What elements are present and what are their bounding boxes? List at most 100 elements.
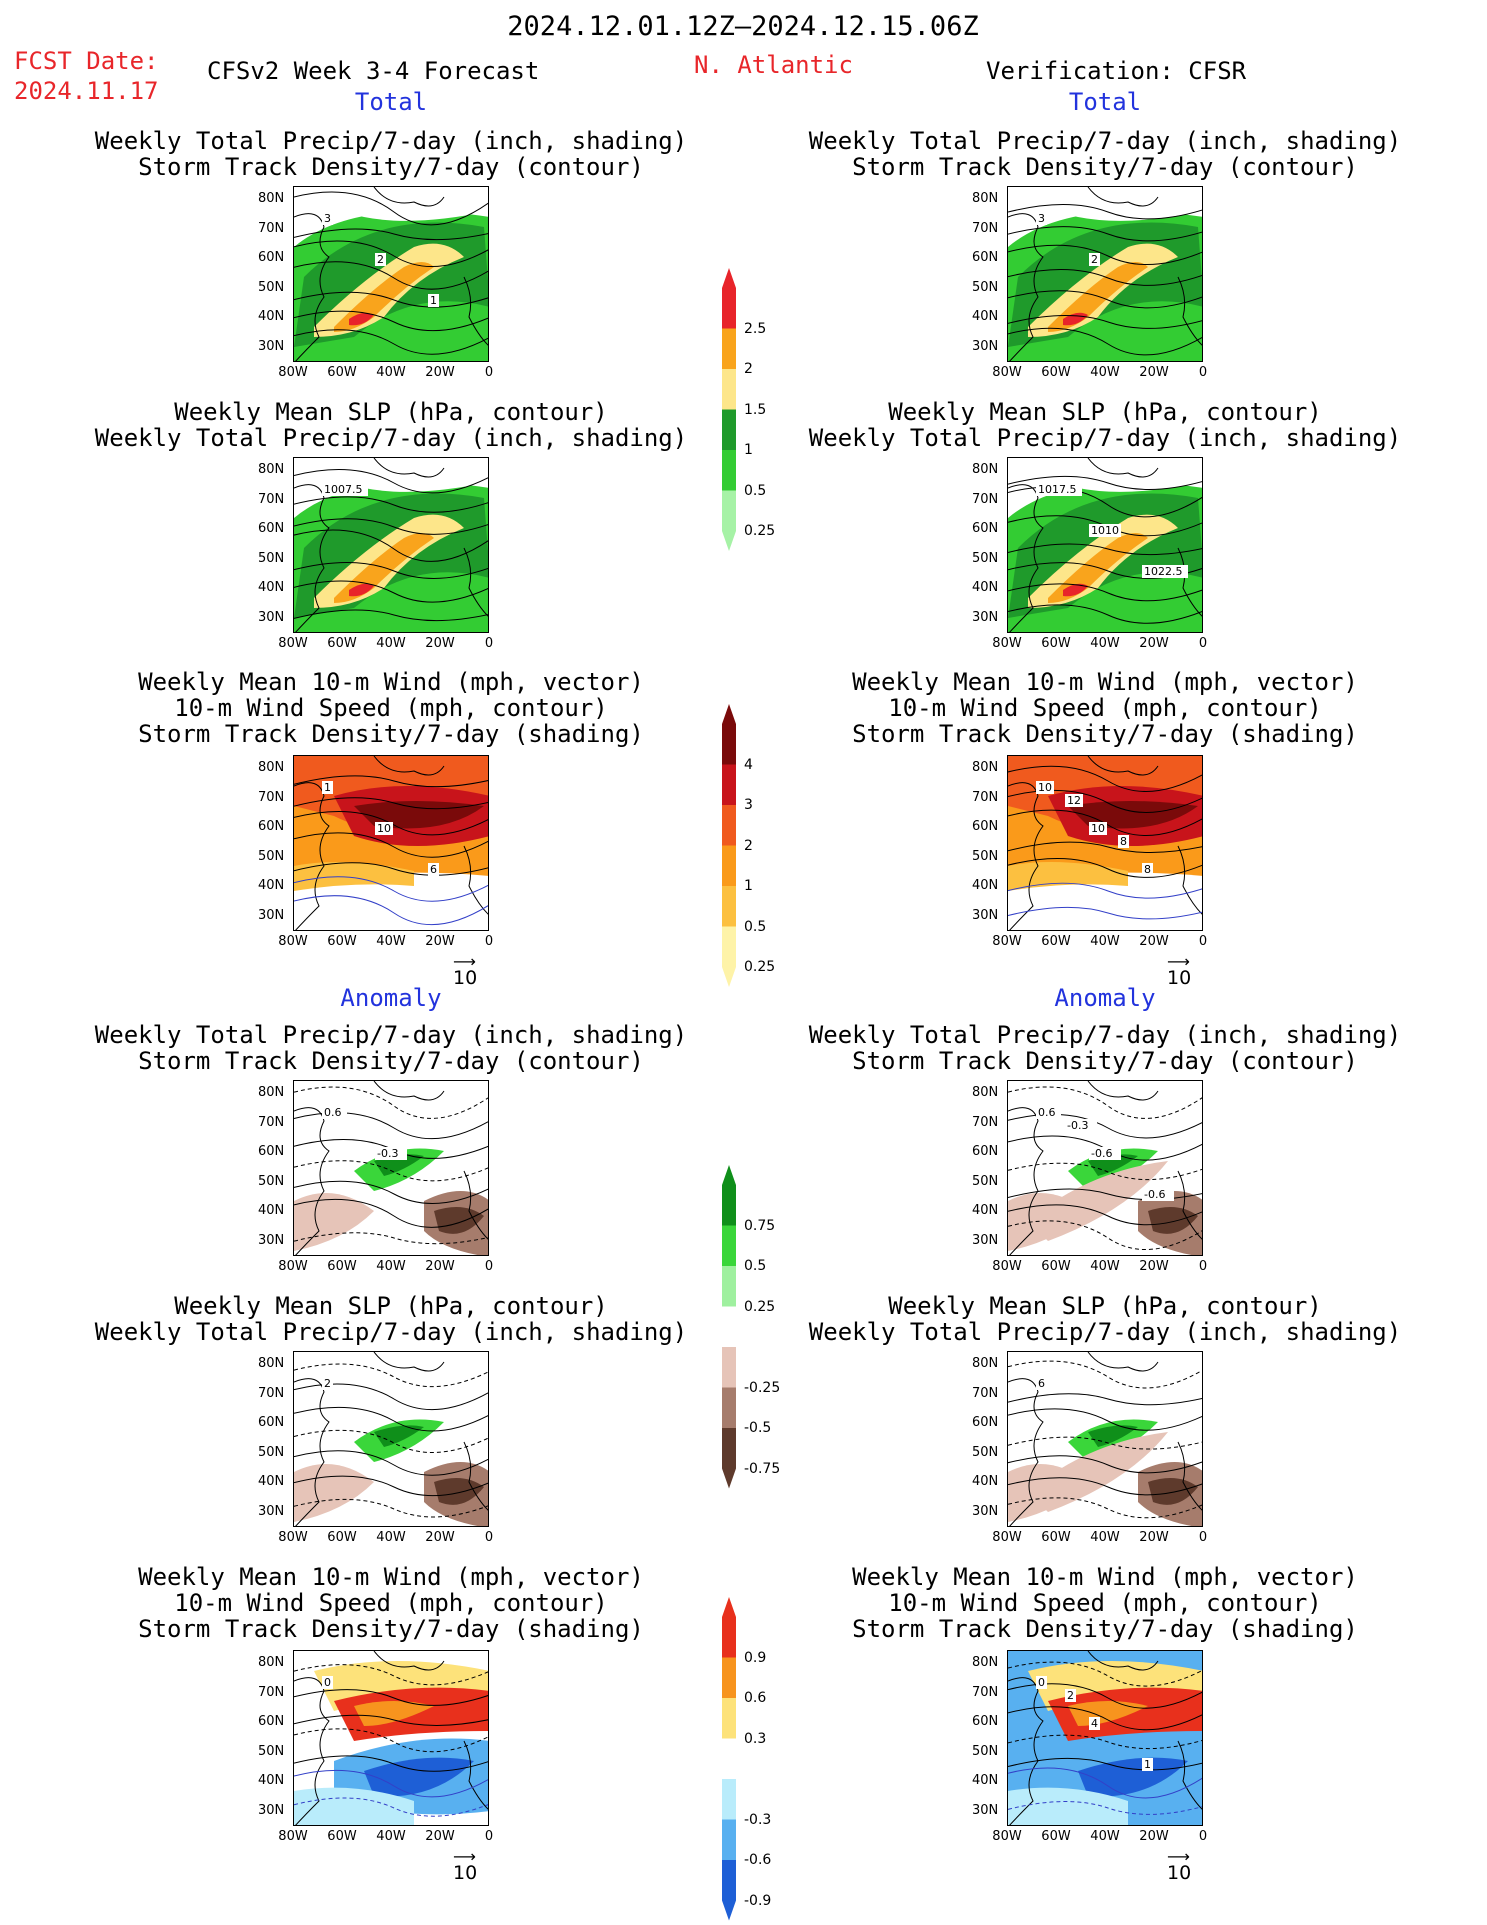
- lon-tick-label: 60W: [327, 1259, 357, 1274]
- lat-tick-label: 80N: [258, 760, 285, 775]
- colorbar-segment: [722, 764, 736, 805]
- contour-label: 2: [1065, 1689, 1076, 1702]
- colorbar-segment: [722, 1266, 736, 1307]
- lon-tick-label: 60W: [327, 636, 357, 651]
- vector-reference: ⟶ 10: [1167, 1847, 1192, 1885]
- svg-text:6: 6: [1038, 1377, 1045, 1390]
- colorbar-precip_total: [722, 268, 736, 551]
- colorbar-segment: [722, 450, 736, 491]
- colorbar-label: 2: [744, 837, 753, 854]
- lon-tick-label: 60W: [1041, 365, 1071, 380]
- lat-tick-label: 40N: [972, 580, 999, 595]
- vector-reference-value: 10: [453, 1862, 478, 1884]
- svg-text:4: 4: [1091, 1717, 1098, 1730]
- panel-title-line: Weekly Total Precip/7-day (inch, shading…: [808, 1318, 1402, 1346]
- svg-text:10: 10: [1038, 781, 1052, 794]
- colorbar-label: -0.5: [744, 1420, 772, 1436]
- contour-label: -0.6: [1089, 1147, 1121, 1160]
- section-anomaly-right: Anomaly: [1054, 984, 1156, 1012]
- lat-tick-label: 50N: [972, 848, 999, 864]
- map-plot: 10 10 8 12 8: [1008, 756, 1202, 930]
- lat-tick-label: 70N: [972, 491, 999, 507]
- lat-tick-label: 60N: [258, 521, 285, 536]
- fcst-date-label: FCST Date:: [14, 47, 159, 75]
- panel-title-line: Weekly Mean 10-m Wind (mph, vector): [852, 668, 1358, 696]
- lat-tick-label: 50N: [258, 550, 285, 566]
- lat-tick-label: 80N: [972, 191, 999, 206]
- lon-tick-label: 60W: [1041, 1530, 1071, 1545]
- contour-label: 2: [322, 1377, 333, 1390]
- colorbar-segment: [722, 1860, 736, 1901]
- lon-tick-label: 20W: [425, 1530, 455, 1545]
- svg-text:0.6: 0.6: [1038, 1106, 1056, 1119]
- panel-title-line: Storm Track Density/7-day (contour): [138, 153, 644, 181]
- map-panel-fc-slp-total: 1007.5: [293, 457, 489, 633]
- colorbar-label: -0.75: [744, 1460, 781, 1477]
- vector-reference-value: 10: [1167, 967, 1192, 989]
- lon-tick-label: 40W: [376, 636, 406, 651]
- panel-title-line: Weekly Mean SLP (hPa, contour): [174, 398, 608, 426]
- lat-tick-label: 30N: [258, 609, 285, 625]
- svg-text:8: 8: [1120, 835, 1127, 848]
- lon-tick-label: 40W: [1090, 365, 1120, 380]
- colorbar-label: -0.25: [744, 1379, 781, 1396]
- lon-tick-label: 60W: [327, 365, 357, 380]
- svg-text:3: 3: [1038, 212, 1045, 225]
- lat-tick-label: 70N: [972, 220, 999, 236]
- lat-tick-label: 60N: [972, 1415, 999, 1430]
- colorbar-label: -0.6: [744, 1852, 772, 1868]
- section-total-right: Total: [1068, 88, 1142, 116]
- svg-text:0: 0: [324, 1676, 331, 1689]
- panel-title-line: Storm Track Density/7-day (shading): [852, 720, 1358, 748]
- panel-title-line: 10-m Wind Speed (mph, contour): [174, 694, 608, 722]
- panel-title-line: Storm Track Density/7-day (shading): [852, 1615, 1358, 1643]
- lon-tick-label: 60W: [1041, 636, 1071, 651]
- svg-text:10: 10: [1091, 822, 1105, 835]
- lat-tick-label: 40N: [972, 309, 999, 324]
- lat-tick-label: 30N: [972, 609, 999, 625]
- svg-text:-0.3: -0.3: [1067, 1119, 1088, 1132]
- lat-tick-label: 40N: [258, 1773, 285, 1788]
- lon-tick-label: 40W: [1090, 934, 1120, 949]
- section-anomaly-left: Anomaly: [340, 984, 442, 1012]
- colorbar-segment: [722, 845, 736, 886]
- svg-text:1010: 1010: [1091, 524, 1119, 537]
- colorbar-label: 1: [744, 442, 753, 458]
- map-panel-vf-wind-anom: 0 4 1 2: [1007, 1650, 1203, 1826]
- colorbar-segment: [722, 1428, 736, 1469]
- lon-tick-label: 80W: [992, 636, 1022, 651]
- colorbar-segment: [722, 1738, 736, 1779]
- colorbar-label: 0.25: [744, 523, 776, 539]
- lat-tick-label: 50N: [972, 1173, 999, 1189]
- lon-tick-label: 80W: [992, 365, 1022, 380]
- lat-tick-label: 30N: [258, 1503, 285, 1519]
- contour-label: 1010: [1089, 524, 1121, 537]
- map-panel-fc-wind-anom: 0: [293, 1650, 489, 1826]
- lon-tick-label: 0: [1198, 636, 1208, 651]
- map-plot: 2: [294, 1352, 488, 1526]
- vector-reference-value: 10: [1167, 1862, 1192, 1884]
- verification-title: Verification: CFSR: [986, 57, 1247, 85]
- contour-label: 2: [375, 253, 386, 266]
- panel-title-line: Weekly Mean 10-m Wind (mph, vector): [852, 1563, 1358, 1591]
- map-panel-vf-precip-anom: 0.6 -0.6 -0.6 -0.3: [1007, 1080, 1203, 1256]
- lon-tick-label: 80W: [278, 1259, 308, 1274]
- lat-tick-label: 80N: [258, 1085, 285, 1100]
- panel-title-line: Storm Track Density/7-day (contour): [138, 1047, 644, 1075]
- svg-text:1022.5: 1022.5: [1144, 565, 1183, 578]
- map-plot: 0: [294, 1651, 488, 1825]
- lon-tick-label: 40W: [376, 1259, 406, 1274]
- lat-tick-label: 40N: [972, 1203, 999, 1218]
- map-plot: 6: [1008, 1352, 1202, 1526]
- lon-tick-label: 40W: [376, 1829, 406, 1844]
- svg-text:8: 8: [1144, 863, 1151, 876]
- lat-tick-label: 50N: [972, 550, 999, 566]
- colorbar-label: 1: [744, 878, 753, 894]
- colorbar-label: 0.25: [744, 1298, 776, 1315]
- contour-label: 10: [1036, 781, 1054, 794]
- contour-label: 1: [428, 294, 439, 307]
- lat-tick-label: 70N: [258, 1684, 285, 1700]
- lat-tick-label: 80N: [258, 1655, 285, 1670]
- lat-tick-label: 50N: [258, 1173, 285, 1189]
- svg-text:2: 2: [377, 253, 384, 266]
